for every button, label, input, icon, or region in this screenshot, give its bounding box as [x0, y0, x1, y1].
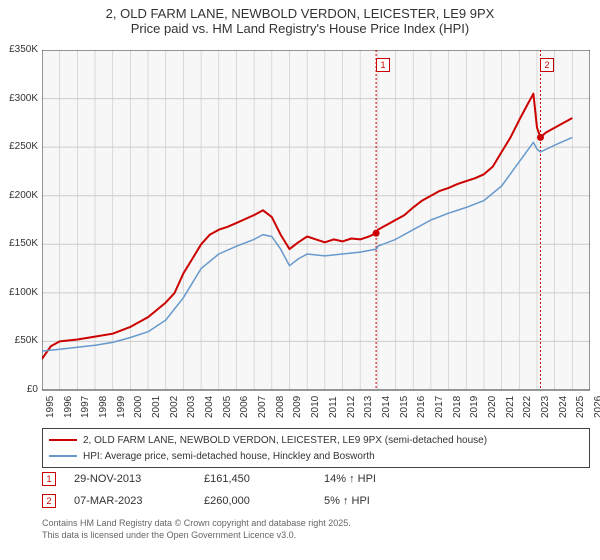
- marker-date-1: 29-NOV-2013: [74, 473, 204, 485]
- legend-label-price-paid: 2, OLD FARM LANE, NEWBOLD VERDON, LEICES…: [83, 435, 487, 446]
- x-tick-label: 2009: [292, 396, 303, 418]
- x-tick-label: 1996: [63, 396, 74, 418]
- plot-area: 12: [42, 50, 590, 418]
- x-tick-label: 2002: [169, 396, 180, 418]
- marker-pct-2: 5% ↑ HPI: [324, 495, 370, 507]
- x-tick-label: 2004: [204, 396, 215, 418]
- footer-line2: This data is licensed under the Open Gov…: [42, 530, 351, 542]
- chart-title-line2: Price paid vs. HM Land Registry's House …: [0, 21, 600, 36]
- legend-row-price-paid: 2, OLD FARM LANE, NEWBOLD VERDON, LEICES…: [49, 432, 583, 448]
- x-tick-label: 2005: [222, 396, 233, 418]
- y-tick-label: £200K: [0, 190, 38, 201]
- footer-attribution: Contains HM Land Registry data © Crown c…: [42, 518, 351, 541]
- x-tick-label: 2012: [346, 396, 357, 418]
- x-tick-label: 2015: [399, 396, 410, 418]
- x-tick-label: 2013: [363, 396, 374, 418]
- x-tick-label: 2001: [151, 396, 162, 418]
- x-tick-label: 2018: [452, 396, 463, 418]
- x-tick-label: 2023: [540, 396, 551, 418]
- x-tick-label: 2020: [487, 396, 498, 418]
- marker-table: 1 29-NOV-2013 £161,450 14% ↑ HPI 2 07-MA…: [42, 468, 590, 512]
- marker-badge-1: 1: [42, 472, 56, 486]
- x-tick-label: 2011: [328, 396, 339, 418]
- y-tick-label: £100K: [0, 287, 38, 298]
- x-tick-label: 2008: [275, 396, 286, 418]
- y-tick-label: £50K: [0, 335, 38, 346]
- footer-line1: Contains HM Land Registry data © Crown c…: [42, 518, 351, 530]
- x-tick-label: 2019: [469, 396, 480, 418]
- marker-badge-2: 2: [42, 494, 56, 508]
- x-tick-label: 2010: [310, 396, 321, 418]
- chart-svg: [42, 50, 590, 418]
- legend-swatch-hpi: [49, 455, 77, 457]
- x-tick-label: 2016: [416, 396, 427, 418]
- legend-row-hpi: HPI: Average price, semi-detached house,…: [49, 448, 583, 464]
- marker-price-1: £161,450: [204, 473, 324, 485]
- marker-date-2: 07-MAR-2023: [74, 495, 204, 507]
- marker-annotation-2: 2: [540, 58, 554, 72]
- y-tick-label: £250K: [0, 141, 38, 152]
- x-tick-label: 1997: [80, 396, 91, 418]
- x-tick-label: 2025: [575, 396, 586, 418]
- marker-price-2: £260,000: [204, 495, 324, 507]
- chart-container: 2, OLD FARM LANE, NEWBOLD VERDON, LEICES…: [0, 0, 600, 560]
- x-tick-label: 2024: [558, 396, 569, 418]
- x-tick-label: 2014: [381, 396, 392, 418]
- marker-pct-1: 14% ↑ HPI: [324, 473, 376, 485]
- y-tick-label: £0: [0, 384, 38, 395]
- chart-title-block: 2, OLD FARM LANE, NEWBOLD VERDON, LEICES…: [0, 0, 600, 36]
- legend-swatch-price-paid: [49, 439, 77, 441]
- x-tick-label: 2017: [434, 396, 445, 418]
- marker-row-2: 2 07-MAR-2023 £260,000 5% ↑ HPI: [42, 490, 590, 512]
- y-tick-label: £300K: [0, 93, 38, 104]
- x-tick-label: 1999: [116, 396, 127, 418]
- x-tick-label: 2022: [522, 396, 533, 418]
- y-tick-label: £150K: [0, 238, 38, 249]
- x-tick-label: 2007: [257, 396, 268, 418]
- x-tick-label: 2021: [505, 396, 516, 418]
- legend-box: 2, OLD FARM LANE, NEWBOLD VERDON, LEICES…: [42, 428, 590, 468]
- x-tick-label: 2026: [593, 396, 600, 418]
- marker-row-1: 1 29-NOV-2013 £161,450 14% ↑ HPI: [42, 468, 590, 490]
- x-tick-label: 2003: [186, 396, 197, 418]
- y-tick-label: £350K: [0, 44, 38, 55]
- chart-title-line1: 2, OLD FARM LANE, NEWBOLD VERDON, LEICES…: [0, 6, 600, 21]
- x-tick-label: 2000: [133, 396, 144, 418]
- x-tick-label: 1995: [45, 396, 56, 418]
- x-tick-label: 2006: [239, 396, 250, 418]
- x-tick-label: 1998: [98, 396, 109, 418]
- legend-label-hpi: HPI: Average price, semi-detached house,…: [83, 451, 375, 462]
- marker-annotation-1: 1: [376, 58, 390, 72]
